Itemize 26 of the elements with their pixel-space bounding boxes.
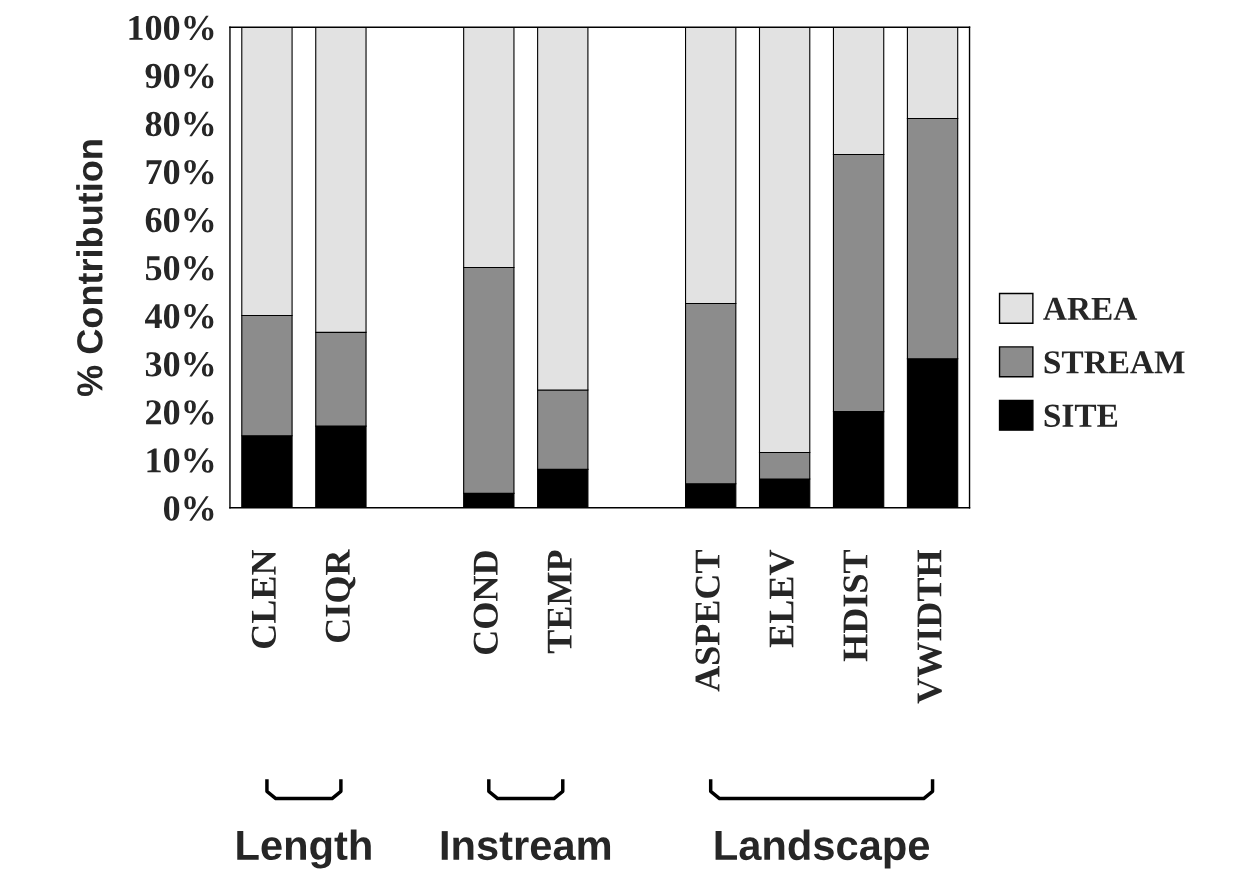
y-tick-label: 50%: [145, 256, 214, 281]
y-tick-label: 80%: [145, 111, 214, 137]
x-tick-label: ASPECT: [695, 550, 720, 692]
x-tick-label: HDIST: [843, 550, 868, 662]
legend-label: AREA: [1043, 297, 1138, 320]
y-tick-label: 10%: [147, 448, 214, 473]
text: Length: [237, 829, 371, 869]
text: Landscape: [715, 829, 930, 869]
legend-label: SITE: [1044, 404, 1118, 427]
legend-label: STREAM: [1044, 351, 1185, 374]
y-tick-label: 100%: [129, 15, 214, 41]
y-axis-title: % Contribution: [76, 140, 103, 396]
x-tick-label: ELEV: [769, 549, 794, 648]
y-tick-label: 90%: [145, 63, 214, 89]
text: Instream: [441, 831, 611, 861]
x-tick-label: CLEN: [251, 549, 276, 649]
y-tick-label: 20%: [146, 400, 214, 425]
y-tick-label: 40%: [145, 304, 214, 329]
y-tick-label: 70%: [146, 159, 214, 185]
x-tick-label: COND: [473, 551, 498, 655]
y-tick-label: 0%: [163, 496, 214, 521]
x-tick-label: CIQR: [325, 549, 356, 642]
y-tick-label: 60%: [145, 207, 214, 233]
x-tick-label: VWIDTH: [917, 550, 942, 704]
x-tick-label: TEMP: [547, 550, 572, 654]
y-tick-label: 30%: [145, 352, 214, 377]
